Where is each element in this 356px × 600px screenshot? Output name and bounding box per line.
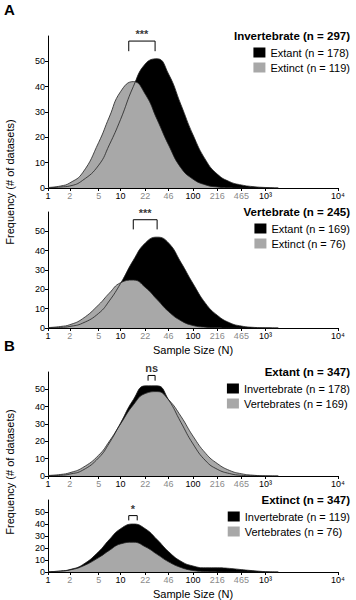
svg-text:0: 0 bbox=[40, 471, 45, 481]
svg-text:***: *** bbox=[139, 207, 153, 219]
svg-text:ns: ns bbox=[145, 362, 158, 374]
svg-text:A: A bbox=[4, 1, 15, 18]
svg-text:5: 5 bbox=[96, 479, 101, 489]
svg-text:0: 0 bbox=[40, 323, 45, 333]
svg-text:10⁴: 10⁴ bbox=[331, 331, 345, 341]
svg-text:2: 2 bbox=[67, 479, 72, 489]
svg-text:5: 5 bbox=[96, 575, 101, 585]
svg-text:10⁴: 10⁴ bbox=[331, 575, 345, 585]
svg-text:10³: 10³ bbox=[259, 479, 272, 489]
svg-text:1: 1 bbox=[45, 479, 50, 489]
svg-text:10: 10 bbox=[115, 331, 125, 341]
svg-text:216: 216 bbox=[210, 331, 225, 341]
svg-text:30: 30 bbox=[35, 531, 45, 541]
svg-text:Extinct (n = 119): Extinct (n = 119) bbox=[270, 62, 350, 74]
svg-text:50: 50 bbox=[35, 56, 45, 66]
svg-text:40: 40 bbox=[35, 246, 45, 256]
svg-text:Vertebrate (n = 245): Vertebrate (n = 245) bbox=[244, 206, 351, 218]
svg-text:1: 1 bbox=[45, 331, 50, 341]
svg-text:2: 2 bbox=[67, 331, 72, 341]
svg-text:10: 10 bbox=[115, 575, 125, 585]
svg-text:40: 40 bbox=[35, 402, 45, 412]
svg-text:10: 10 bbox=[115, 191, 125, 201]
svg-text:22: 22 bbox=[140, 479, 150, 489]
svg-text:Sample Size (N): Sample Size (N) bbox=[153, 588, 233, 600]
svg-text:Sample Size (N): Sample Size (N) bbox=[153, 344, 233, 356]
svg-text:46: 46 bbox=[164, 331, 174, 341]
svg-text:1: 1 bbox=[45, 191, 50, 201]
svg-text:10⁴: 10⁴ bbox=[331, 191, 345, 201]
svg-text:10: 10 bbox=[35, 555, 45, 565]
svg-text:216: 216 bbox=[210, 191, 225, 201]
svg-text:2: 2 bbox=[67, 575, 72, 585]
svg-text:465: 465 bbox=[234, 331, 249, 341]
svg-text:216: 216 bbox=[210, 575, 225, 585]
svg-text:46: 46 bbox=[164, 575, 174, 585]
svg-text:22: 22 bbox=[140, 575, 150, 585]
svg-text:10: 10 bbox=[35, 158, 45, 168]
svg-text:10³: 10³ bbox=[259, 575, 272, 585]
svg-text:40: 40 bbox=[35, 519, 45, 529]
svg-text:0: 0 bbox=[40, 183, 45, 193]
svg-text:Frequency (# of datasets): Frequency (# of datasets) bbox=[4, 119, 16, 244]
svg-text:50: 50 bbox=[35, 507, 45, 517]
svg-text:2: 2 bbox=[67, 191, 72, 201]
svg-text:20: 20 bbox=[35, 284, 45, 294]
svg-text:Extant (n = 169): Extant (n = 169) bbox=[271, 223, 350, 235]
svg-text:46: 46 bbox=[164, 479, 174, 489]
svg-text:20: 20 bbox=[35, 543, 45, 553]
svg-text:*: * bbox=[131, 503, 136, 515]
svg-text:30: 30 bbox=[35, 107, 45, 117]
svg-text:216: 216 bbox=[210, 479, 225, 489]
svg-text:5: 5 bbox=[96, 331, 101, 341]
svg-text:5: 5 bbox=[96, 191, 101, 201]
svg-text:22: 22 bbox=[140, 191, 150, 201]
svg-text:10⁴: 10⁴ bbox=[331, 479, 345, 489]
svg-text:100: 100 bbox=[185, 331, 200, 341]
svg-text:Vertebrates (n = 169): Vertebrates (n = 169) bbox=[244, 398, 348, 410]
svg-text:30: 30 bbox=[35, 265, 45, 275]
svg-text:0: 0 bbox=[40, 567, 45, 577]
svg-text:20: 20 bbox=[35, 132, 45, 142]
svg-text:10³: 10³ bbox=[259, 191, 272, 201]
svg-text:465: 465 bbox=[234, 575, 249, 585]
svg-text:10: 10 bbox=[35, 304, 45, 314]
svg-text:Extant (n = 347): Extant (n = 347) bbox=[265, 366, 350, 378]
svg-text:30: 30 bbox=[35, 419, 45, 429]
svg-text:Extinct (n = 347): Extinct (n = 347) bbox=[261, 494, 350, 506]
svg-text:Frequency (# of datasets): Frequency (# of datasets) bbox=[4, 409, 16, 534]
svg-text:22: 22 bbox=[140, 331, 150, 341]
svg-text:50: 50 bbox=[35, 226, 45, 236]
svg-text:B: B bbox=[4, 337, 15, 354]
svg-text:100: 100 bbox=[185, 479, 200, 489]
svg-text:Invertebrate (n = 178): Invertebrate (n = 178) bbox=[244, 383, 350, 395]
svg-text:Vertebrates (n = 76): Vertebrates (n = 76) bbox=[245, 526, 343, 538]
svg-text:***: *** bbox=[136, 28, 150, 40]
svg-text:50: 50 bbox=[35, 384, 45, 394]
svg-text:465: 465 bbox=[234, 479, 249, 489]
svg-text:46: 46 bbox=[164, 191, 174, 201]
svg-text:40: 40 bbox=[35, 82, 45, 92]
svg-text:Extant (n = 178): Extant (n = 178) bbox=[270, 47, 349, 59]
svg-text:1: 1 bbox=[45, 575, 50, 585]
svg-text:Invertebrate (n = 119): Invertebrate (n = 119) bbox=[245, 511, 350, 523]
svg-text:20: 20 bbox=[35, 436, 45, 446]
svg-text:465: 465 bbox=[234, 191, 249, 201]
svg-text:100: 100 bbox=[185, 575, 200, 585]
svg-text:100: 100 bbox=[185, 191, 200, 201]
svg-text:Extinct (n = 76): Extinct (n = 76) bbox=[271, 238, 345, 250]
svg-text:10: 10 bbox=[115, 479, 125, 489]
svg-text:Invertebrate (n = 297): Invertebrate (n = 297) bbox=[234, 30, 350, 42]
svg-text:10: 10 bbox=[35, 454, 45, 464]
svg-text:10³: 10³ bbox=[259, 331, 272, 341]
